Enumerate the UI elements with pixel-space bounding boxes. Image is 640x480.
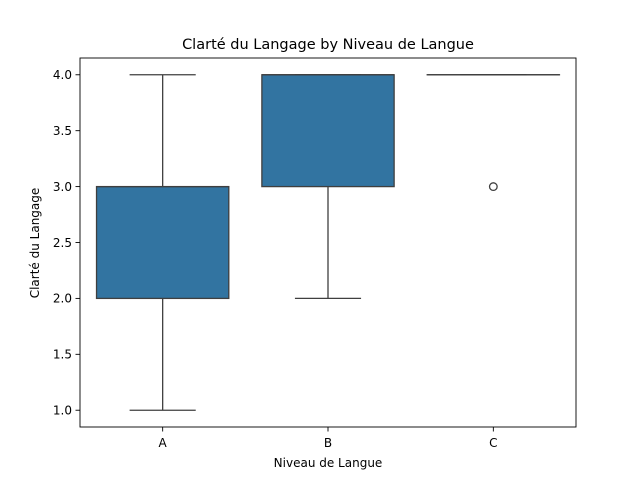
x-tick-label-C: C [489,436,497,450]
y-tick-label-4: 3.0 [53,180,72,194]
y-tick-label-6: 4.0 [53,68,72,82]
plot-area: A B C 1.0 1.5 2.0 2.5 3.0 3.5 4.0 [53,57,577,450]
x-tick-label-A: A [159,436,168,450]
y-axis-label: Clarté du Langage [28,188,42,299]
x-tick-label-B: B [324,436,332,450]
y-tick-label-3: 2.5 [53,236,72,250]
box-B [261,74,395,188]
box-A [95,185,230,300]
y-tick-label-0: 1.0 [53,404,72,418]
y-tick-label-1: 1.5 [53,348,72,362]
x-axis-label: Niveau de Langue [274,456,383,470]
outlier-C-0 [488,182,498,192]
y-tick-label-5: 3.5 [53,124,72,138]
chart-title: Clarté du Langage by Niveau de Langue [182,37,474,53]
axes-frame [79,57,577,428]
y-tick-label-2: 2.0 [53,292,72,306]
